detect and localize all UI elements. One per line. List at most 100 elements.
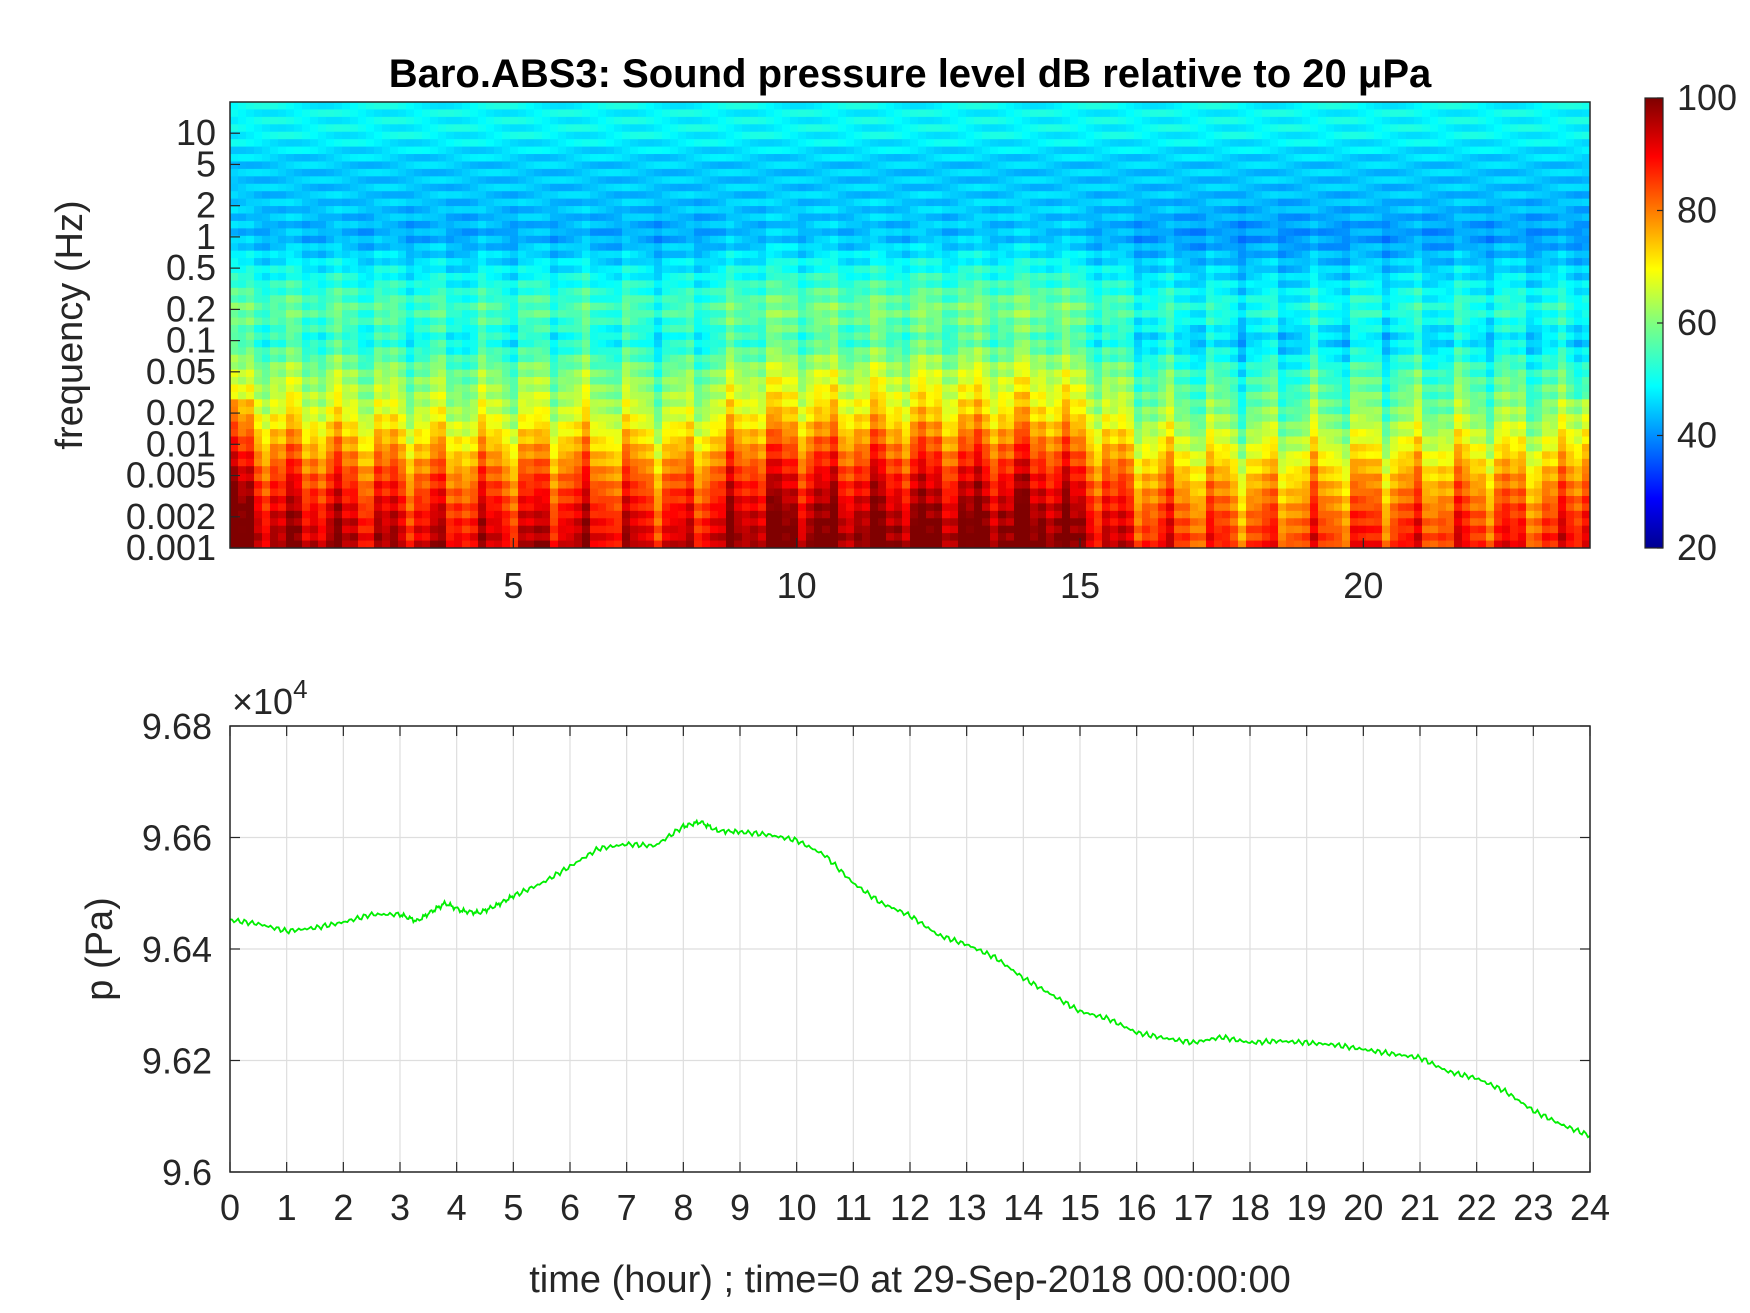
spectrogram-cell (758, 339, 767, 348)
spectrogram-cell (710, 421, 719, 430)
spectrogram-cell (446, 421, 455, 430)
spectrogram-cell (534, 146, 543, 155)
spectrogram-cell (270, 488, 279, 497)
spectrogram-cell (774, 466, 783, 475)
spectrogram-cell (254, 466, 263, 475)
spectrogram-cell (662, 384, 671, 393)
spectrogram-cell (542, 458, 551, 467)
spectrogram-cell (726, 362, 735, 371)
spectrogram-cell (318, 414, 327, 423)
spectrogram-cell (726, 347, 735, 356)
spectrogram-cell (702, 481, 711, 490)
spectrogram-cell (334, 377, 343, 386)
spectrogram-cell (334, 243, 343, 252)
spectrogram-cell (598, 354, 607, 363)
spectrogram-cell (390, 302, 399, 311)
spectrogram-cell (638, 362, 647, 371)
spectrogram-cell (646, 481, 655, 490)
spectrogram-cell (398, 213, 407, 222)
spectrogram-cell (278, 466, 287, 475)
spectrogram-cell (350, 109, 359, 118)
spectrogram-cell (662, 272, 671, 281)
spectrogram-cell (662, 131, 671, 140)
spectrogram-cell (750, 139, 759, 148)
spectrogram-cell (366, 243, 375, 252)
spectrogram-cell (542, 213, 551, 222)
spectrogram-cell (558, 220, 567, 229)
spectrogram-cell (550, 161, 559, 170)
spectrogram-cell (406, 183, 415, 192)
spectrogram-cell (470, 310, 479, 319)
spectrogram-cell (438, 466, 447, 475)
spectrogram-cell (814, 325, 823, 334)
spectrogram-cell (582, 443, 591, 452)
spectrogram-cell (878, 406, 887, 415)
spectrogram-cell (886, 436, 895, 445)
spectrogram-cell (638, 102, 647, 111)
spectrogram-cell (334, 325, 343, 334)
spectrogram-cell (822, 429, 831, 438)
spectrogram-cell (294, 131, 303, 140)
spectrogram-cell (830, 213, 839, 222)
spectrogram-cell (870, 399, 879, 408)
spectrogram-cell (846, 116, 855, 125)
spectrogram-cell (278, 377, 287, 386)
spectrogram-cell (846, 272, 855, 281)
spectrogram-cell (430, 139, 439, 148)
spectrogram-cell (830, 421, 839, 430)
spectrogram-cell (294, 154, 303, 163)
spectrogram-cell (814, 354, 823, 363)
spectrogram-cell (246, 466, 255, 475)
spectrogram-cell (230, 102, 239, 111)
spectrogram-cell (766, 109, 775, 118)
spectrogram-cell (550, 339, 559, 348)
spectrogram-cell (686, 451, 695, 460)
spectrogram-cell (470, 191, 479, 200)
spectrogram-cell (774, 481, 783, 490)
spectrogram-cell (726, 109, 735, 118)
spectrogram-cell (486, 310, 495, 319)
spectrogram-cell (366, 220, 375, 229)
spectrogram-cell (294, 525, 303, 534)
spectrogram-cell (766, 228, 775, 237)
spectrogram-cell (670, 139, 679, 148)
spectrogram-cell (870, 540, 879, 548)
spectrogram-cell (334, 466, 343, 475)
spectrogram-cell (710, 525, 719, 534)
spectrogram-cell (710, 124, 719, 133)
spectrogram-cell (854, 332, 863, 341)
spectrogram-cell (782, 287, 791, 296)
spectrogram-cell (782, 102, 791, 111)
spectrogram-cell (254, 406, 263, 415)
spectrogram-cell (822, 116, 831, 125)
spectrogram-cell (302, 198, 311, 207)
spectrogram-cell (550, 369, 559, 378)
spectrogram-cell (270, 139, 279, 148)
spectrogram-cell (614, 198, 623, 207)
spectrogram-cell (886, 503, 895, 512)
spectrogram-cell (478, 250, 487, 259)
spectrogram-cell (782, 488, 791, 497)
spectrogram-cell (318, 287, 327, 296)
spectrogram-cell (422, 525, 431, 534)
spectrogram-cell (726, 377, 735, 386)
spectrogram-cell (478, 287, 487, 296)
spectrogram-cell (486, 436, 495, 445)
spectrogram-cell (694, 436, 703, 445)
spectrogram-cell (438, 168, 447, 177)
spectrogram-cell (686, 243, 695, 252)
spectrogram-cell (638, 272, 647, 281)
spectrogram-cell (454, 377, 463, 386)
spectrogram-cell (758, 317, 767, 326)
spectrogram-cell (414, 191, 423, 200)
spectrogram-cell (454, 436, 463, 445)
spectrogram-cell (750, 377, 759, 386)
spectrogram-cell (518, 377, 527, 386)
spectrogram-cell (782, 406, 791, 415)
spectrogram-cell (878, 488, 887, 497)
spectrogram-cell (582, 124, 591, 133)
spectrogram-cell (550, 191, 559, 200)
spectrogram-cell (878, 347, 887, 356)
spectrogram-cell (606, 213, 615, 222)
spectrogram-cell (702, 384, 711, 393)
